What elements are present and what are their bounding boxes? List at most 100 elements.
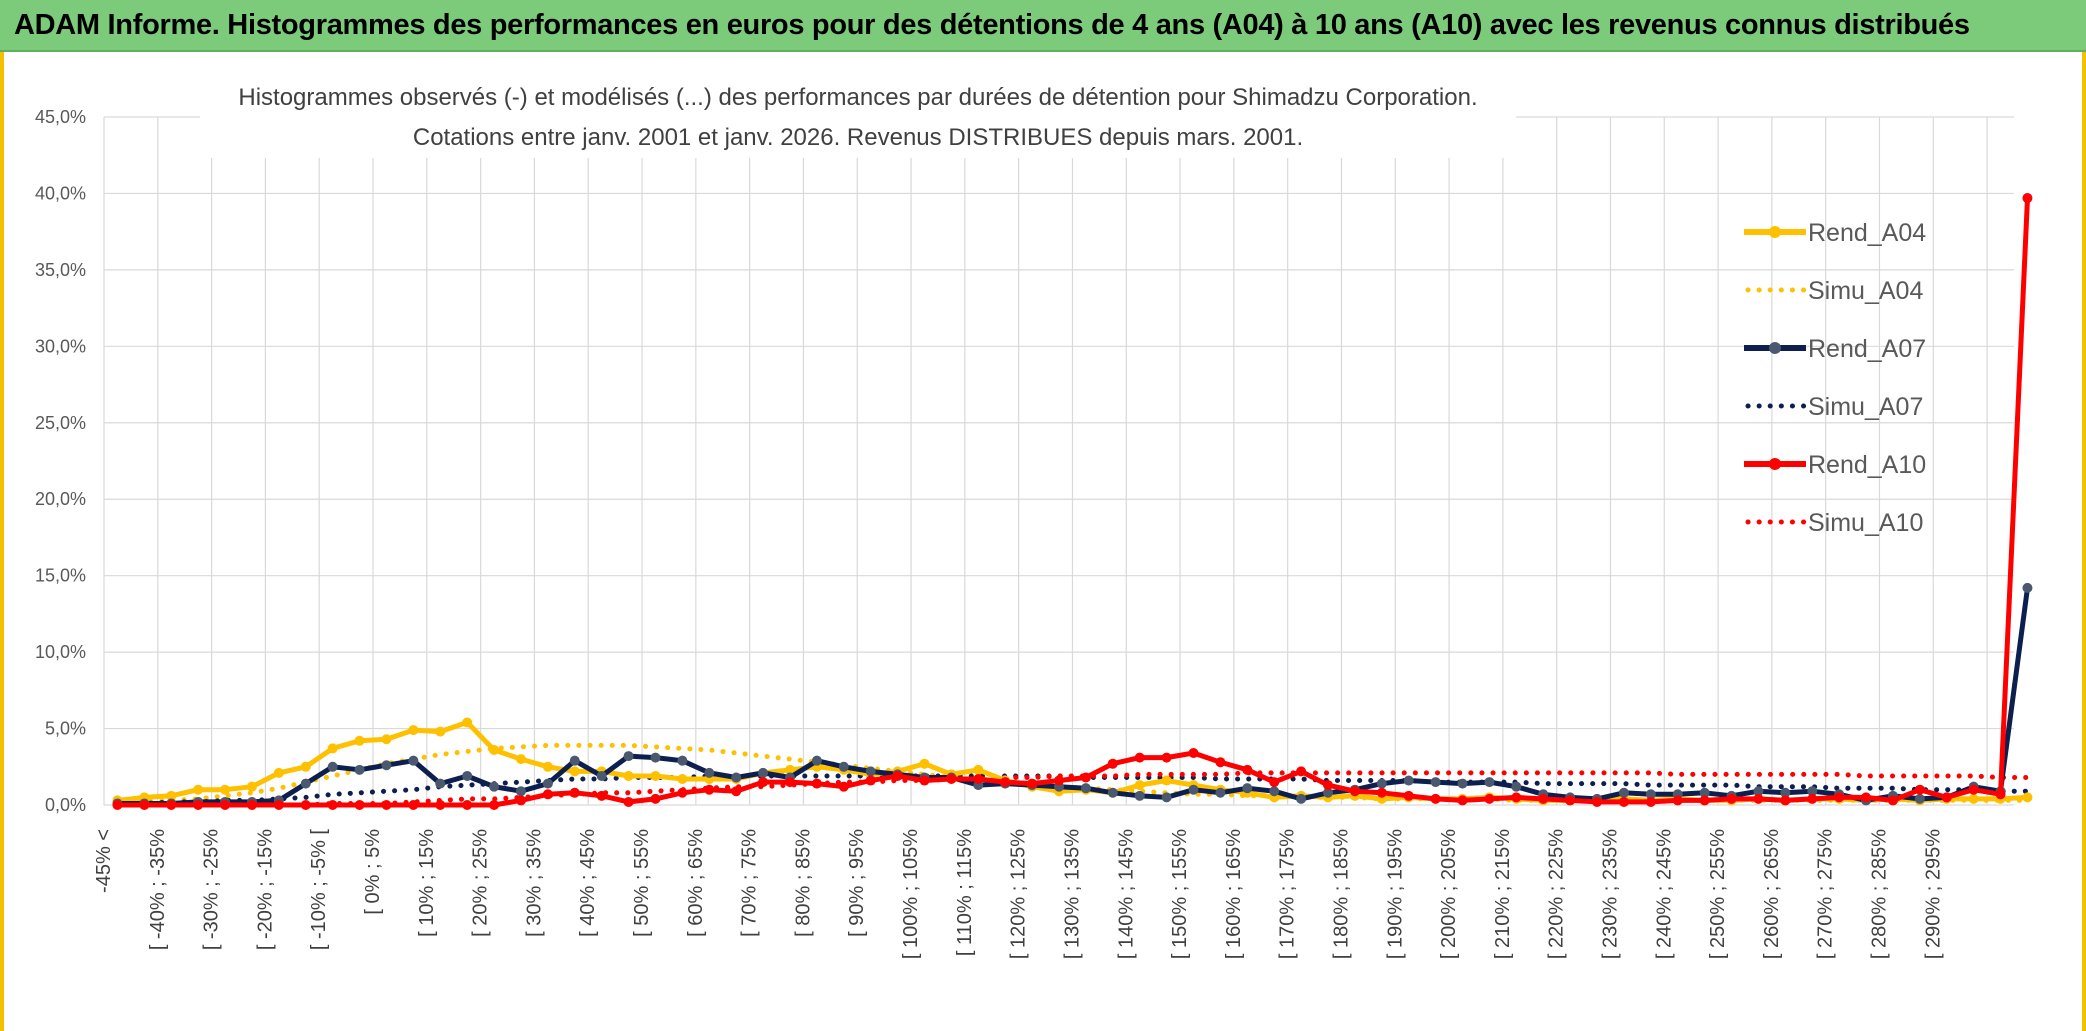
legend-rend-a10-marker <box>1769 458 1781 470</box>
series-rend-a10-point <box>1699 795 1710 806</box>
series-rend-a10-point <box>462 800 473 810</box>
series-rend-a10-point <box>1296 766 1307 777</box>
series-rend-a07-point <box>1376 778 1387 789</box>
series-rend-a10-point <box>650 793 661 804</box>
legend-simu-a07-label: Simu_A07 <box>1808 393 1923 421</box>
series-rend-a10-point <box>166 800 177 810</box>
series-rend-a10-point <box>838 781 849 792</box>
x-tick-label: [ 260% ; 265% <box>1761 829 1783 959</box>
series-rend-a10-point <box>1887 795 1898 806</box>
series-rend-a04-point <box>246 781 257 792</box>
y-tick-label: 45,0% <box>35 107 86 127</box>
series-rend-a07-point <box>623 751 634 762</box>
series-rend-a10-point <box>784 777 795 788</box>
series-rend-a07-point <box>758 767 769 778</box>
series-rend-a07-point <box>677 755 688 766</box>
series-rend-a07-point <box>1107 787 1118 798</box>
series-rend-a10-point <box>731 786 742 797</box>
series-rend-a04-point <box>1134 780 1145 791</box>
x-tick-label: [ 190% ; 195% <box>1384 829 1406 959</box>
series-rend-a07-point <box>650 752 661 763</box>
y-tick-label: 15,0% <box>35 566 86 586</box>
series-rend-a07-point <box>1242 783 1253 794</box>
x-tick-label: [ 100% ; 105% <box>900 829 922 959</box>
series-rend-a10-point <box>1134 752 1145 763</box>
x-tick-label: [ 210% ; 215% <box>1492 829 1514 959</box>
series-rend-a07-point <box>1269 786 1280 797</box>
series-rend-a10-point <box>1565 795 1576 806</box>
series-rend-a07-point <box>1215 787 1226 798</box>
series-rend-a07-point <box>2022 582 2033 593</box>
x-tick-label: [ 130% ; 135% <box>1061 829 1083 959</box>
y-tick-label: 0,0% <box>45 795 86 815</box>
x-tick-label: [ 30% ; 35% <box>523 829 545 937</box>
series-rend-a10-point <box>865 775 876 786</box>
series-rend-a04-point <box>542 761 553 772</box>
series-rend-a10-point <box>1861 792 1872 803</box>
series-rend-a07-point <box>1699 787 1710 798</box>
x-tick-label: [ 170% ; 175% <box>1277 829 1299 959</box>
series-rend-a04-point <box>919 758 930 769</box>
series-rend-a10-point <box>542 789 553 800</box>
series-rend-a07-point <box>489 781 500 792</box>
series-rend-a10-point <box>139 800 150 810</box>
series-rend-a07-point <box>704 767 715 778</box>
series-rend-a10-point <box>515 795 526 806</box>
legend-simu-a04-label: Simu_A04 <box>1808 277 1923 305</box>
series-rend-a04-point <box>408 725 419 736</box>
legend-rend-a07-label: Rend_A07 <box>1808 335 1926 363</box>
series-rend-a10-point <box>1376 787 1387 798</box>
y-tick-label: 25,0% <box>35 413 86 433</box>
legend-rend-a07-marker <box>1769 342 1781 354</box>
legend-rend-a04-label: Rend_A04 <box>1808 219 1926 247</box>
series-rend-a10-point <box>381 800 392 810</box>
y-tick-label: 10,0% <box>35 642 86 662</box>
x-tick-label: [ 70% ; 75% <box>739 829 761 937</box>
series-rend-a07-point <box>1188 784 1199 795</box>
series-rend-a10-point <box>327 800 338 810</box>
x-tick-label: [ 50% ; 55% <box>631 829 653 937</box>
series-rend-a10-point <box>1592 796 1603 807</box>
report-title: ADAM Informe. Histogrammes des performan… <box>14 8 1970 41</box>
series-rend-a10-point <box>1753 793 1764 804</box>
y-tick-label: 30,0% <box>35 336 86 356</box>
series-rend-a10-point <box>435 800 446 810</box>
series-rend-a07-point <box>1645 789 1656 800</box>
series-rend-a04-point <box>300 761 311 772</box>
series-rend-a10-point <box>758 777 769 788</box>
series-rend-a04-point <box>1968 793 1979 804</box>
series-rend-a07-point <box>1753 786 1764 797</box>
series-rend-a04-point <box>515 754 526 765</box>
series-rend-a07-point <box>515 786 526 797</box>
chart-legend: Rend_A04 Simu_A04 Rend_A07 Simu_A07 Rend_A10… <box>1744 219 1926 537</box>
series-rend-a10-point <box>1457 795 1468 806</box>
series-rend-a07-point <box>1780 787 1791 798</box>
series-simu-a10-line <box>115 770 2030 808</box>
x-tick-label: [ 120% ; 125% <box>1008 829 1030 959</box>
series-rend-a10-point <box>1054 775 1064 786</box>
x-tick-label: [ 110% ; 115% <box>954 829 976 956</box>
series-rend-a07-point <box>1323 787 1334 798</box>
x-tick-label: [ 10% ; 15% <box>416 829 438 937</box>
series-rend-a10-point <box>1995 789 2006 800</box>
x-tick-label: [ 150% ; 155% <box>1169 829 1191 959</box>
series-rend-a10-point <box>677 787 688 798</box>
x-tick-label: [ 230% ; 235% <box>1599 829 1621 959</box>
series-rend-a07-point <box>1484 777 1495 788</box>
series-rend-a10-point <box>408 800 419 810</box>
series-rend-a10-point <box>1968 784 1979 795</box>
series-rend-a04-point <box>462 717 473 728</box>
x-tick-label: [ -10% ; -5% [ <box>308 829 330 951</box>
series-rend-a10-point <box>892 770 903 781</box>
series-rend-a07-point <box>569 755 580 766</box>
series-rend-a07-point <box>1807 786 1818 797</box>
x-tick-label: [ 0% ; 5% <box>362 829 384 915</box>
series-rend-a10-point <box>1080 772 1091 783</box>
series-rend-a07-point <box>1403 775 1414 786</box>
report-banner: ADAM Informe. Histogrammes des performan… <box>0 0 2086 52</box>
series-rend-a10-point <box>811 778 822 789</box>
title-backdrop <box>200 76 1516 158</box>
x-tick-label: [ 20% ; 25% <box>470 829 492 937</box>
series-rend-a04-point <box>784 764 795 775</box>
legend-rend-a04-marker <box>1769 226 1781 238</box>
